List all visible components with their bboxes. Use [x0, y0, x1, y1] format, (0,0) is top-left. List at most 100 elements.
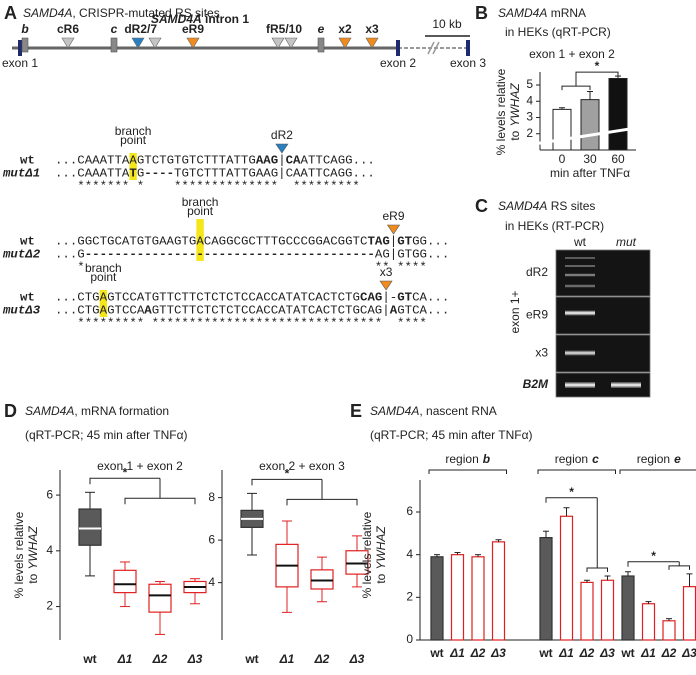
x-tick-label: 60: [611, 152, 625, 166]
branch-highlight: [129, 153, 137, 167]
title-part: , mRNA formation: [74, 404, 169, 418]
branch-highlight: [196, 247, 204, 261]
y-tick-label: 2: [526, 126, 533, 140]
bar: [471, 556, 485, 641]
bar: [682, 586, 696, 641]
sequence-segment: TGTCTTTATTGAAG|CAATTCAGG...: [174, 166, 375, 180]
x-tick-label: Δ1: [449, 646, 465, 660]
site-triangle: [365, 37, 379, 49]
sequence-segment: CAGGCGCTTTGCCCGGACGGTC: [204, 234, 368, 248]
bar: [608, 78, 628, 151]
significance-label: *: [569, 485, 574, 499]
bar: [552, 108, 572, 151]
sequence-segment: ---------------: [85, 247, 197, 261]
exon: [18, 40, 22, 56]
sequence-segment: ----: [144, 166, 174, 180]
panel-title: A SAMD4A, CRISPR-mutated RS sites: [4, 3, 220, 23]
wt-label: wt: [20, 234, 35, 248]
x-tick-label: Δ3: [681, 646, 696, 660]
mut-label: mutΔ2: [2, 247, 41, 261]
scale-label: 10 kb: [432, 17, 462, 31]
sequence-segment: |: [278, 153, 285, 167]
row-label: dR2: [526, 265, 548, 279]
sequence-segment: A: [196, 234, 204, 248]
title-part: B: [475, 3, 488, 23]
y-tick-label: 6: [208, 532, 215, 546]
panel-title: in HEKs (RT-PCR): [505, 219, 604, 233]
site-triangle: [186, 37, 200, 49]
lane-label: wt: [573, 235, 587, 249]
branch-label: point: [90, 270, 117, 284]
significance-bracket: [627, 561, 680, 567]
sequence-segment: ATTCAGG...: [301, 153, 375, 167]
panel-title: C SAMD4A RS sites: [475, 196, 595, 216]
sequence-segment: ...G: [55, 247, 85, 261]
x-tick-label: Δ2: [470, 646, 486, 660]
stars: * ** ****: [55, 260, 427, 274]
site-label: eR9: [182, 22, 204, 36]
x-tick-label: wt: [429, 646, 443, 660]
y-tick-label: 4: [46, 543, 53, 557]
y-tick-label: 0: [406, 632, 413, 646]
sequence-segment: GTCCA: [107, 303, 145, 317]
label-part: YWHAZ: [374, 526, 388, 570]
sub-bracket: [561, 85, 591, 91]
y-axis-label: to YWHAZ: [508, 83, 522, 141]
significance-bracket: [251, 478, 322, 486]
label-part: region: [555, 452, 588, 466]
significance-bracket: [545, 497, 598, 503]
panel-title: E SAMD4A, nascent RNA: [350, 401, 497, 421]
panel-title: D SAMD4A, mRNA formation: [4, 401, 169, 421]
bar: [580, 581, 594, 641]
x-tick-label: Δ2: [579, 646, 595, 660]
gel-band: [565, 382, 595, 388]
x-tick-label: Δ3: [490, 646, 506, 660]
site-box: [21, 37, 29, 53]
significance-label: *: [651, 549, 656, 563]
sequence-segment: ...GGCTGCATGTGAAGTG: [55, 234, 196, 248]
sequence-segment: GTTCTTCTCTCTCCACCATATCACTCTGCAG|: [152, 303, 390, 317]
sequence-segment: ...CAAATTA: [55, 153, 130, 167]
sequence-segment: GTCTGTGTCTTTATTG: [137, 153, 256, 167]
x-tick-label: wt: [620, 646, 634, 660]
sequence-segment: GT: [397, 290, 412, 304]
site-label: x3: [365, 22, 379, 36]
sequence-segment: CA...: [412, 290, 449, 304]
site-triangle: [148, 37, 162, 49]
sequence-segment: A: [100, 290, 108, 304]
x-tick-label: Δ1: [117, 652, 133, 666]
sequence-segment: -: [196, 247, 203, 261]
x-tick-label: Δ2: [314, 652, 330, 666]
y-axis-label: % levels relative: [12, 511, 26, 598]
exon-label: exon 3: [450, 56, 486, 70]
y-axis-label: to YWHAZ: [374, 526, 388, 584]
title-part: C: [475, 196, 488, 216]
mut-label: mutΔ1: [2, 166, 40, 180]
site-label: b: [21, 22, 28, 36]
gel-band: [611, 382, 641, 388]
significance-label: *: [285, 467, 290, 481]
x-tick-label: Δ2: [152, 652, 168, 666]
subtitle: exon 2 + exon 3: [259, 459, 345, 473]
x-axis-label: min after TNFα: [550, 166, 630, 180]
x-tick-label: Δ3: [187, 652, 203, 666]
region-label: region e: [637, 452, 681, 466]
y-axis-label: to YWHAZ: [26, 526, 40, 584]
branch-highlight: [196, 219, 204, 235]
label-part: YWHAZ: [26, 526, 40, 570]
stars: ******* * ************** *********: [55, 179, 360, 193]
site-label: c: [111, 22, 118, 36]
bar: [621, 575, 635, 641]
gel-band: [565, 265, 595, 267]
sub-bracket: [668, 565, 690, 570]
site-triangle: [379, 280, 393, 291]
branch-highlight: [99, 290, 108, 304]
title-part: mRNA: [547, 6, 586, 20]
x-tick-label: wt: [82, 652, 96, 666]
x-tick-label: wt: [244, 652, 258, 666]
label-part: region: [637, 452, 670, 466]
branch-label: branch: [182, 195, 219, 209]
x-tick-label: wt: [538, 646, 552, 660]
branch-label: branch: [85, 261, 122, 275]
